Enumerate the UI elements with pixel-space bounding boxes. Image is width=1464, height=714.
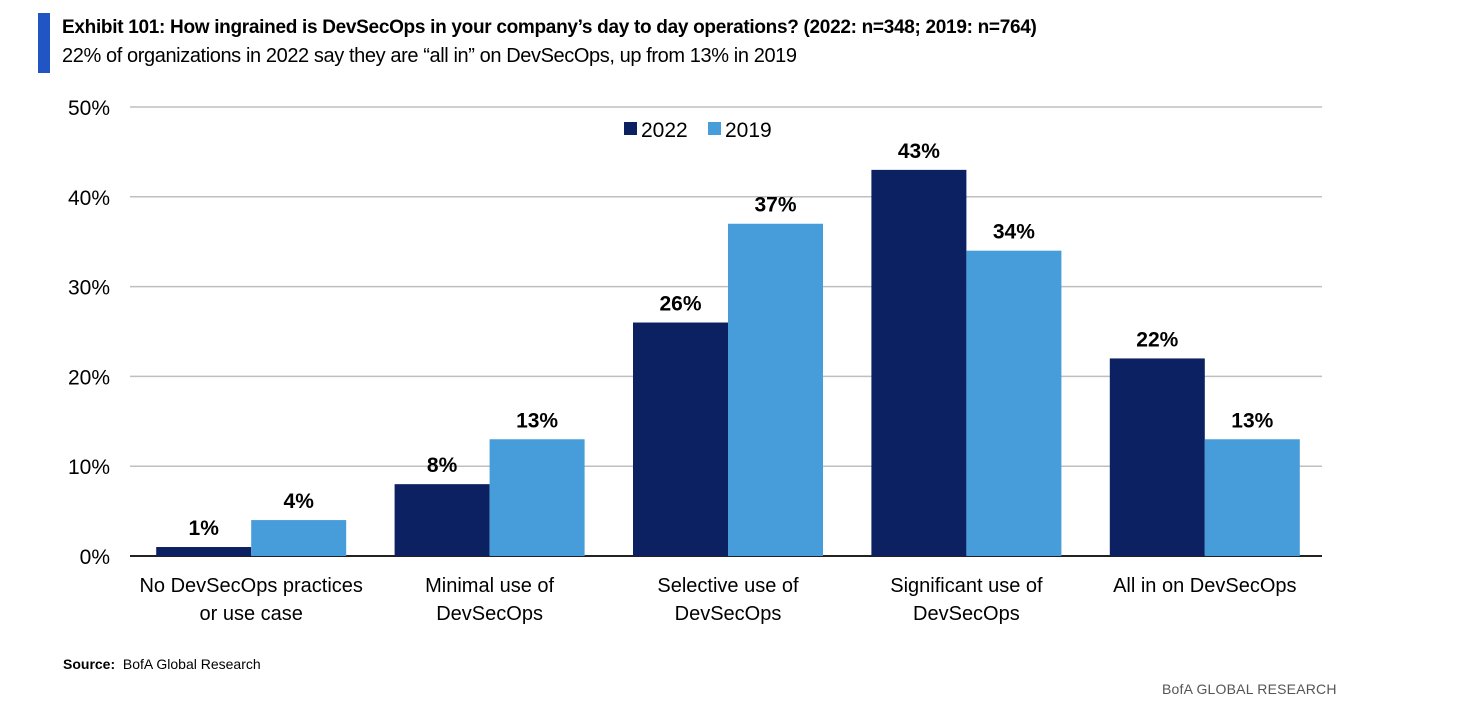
legend-swatch-2022: [624, 122, 637, 135]
bar-2019: [728, 223, 823, 557]
x-category-label: DevSecOps: [675, 603, 782, 625]
source-label: Source:: [63, 656, 116, 672]
y-tick-label: 40%: [68, 187, 110, 210]
source-note: Source: BofA Global Research: [63, 656, 261, 672]
bar-2022: [394, 484, 490, 556]
data-label: 8%: [427, 454, 458, 477]
bar-2022: [1109, 358, 1205, 556]
bar-2019: [966, 250, 1062, 556]
y-tick-label: 0%: [80, 546, 110, 569]
x-category-label: DevSecOps: [436, 603, 543, 625]
y-tick-label: 50%: [68, 97, 110, 120]
legend-label: 2022: [641, 119, 688, 142]
x-category-label: Significant use of: [890, 575, 1043, 597]
bar-2019: [251, 520, 347, 556]
bar-2022: [156, 547, 252, 556]
legend-swatch-2019: [708, 122, 721, 135]
bar-2019: [1204, 439, 1300, 556]
y-tick-label: 10%: [68, 456, 110, 479]
data-label: 26%: [659, 293, 701, 316]
legend-label: 2019: [725, 119, 772, 142]
data-label: 37%: [754, 194, 796, 217]
x-category-label: All in on DevSecOps: [1113, 575, 1296, 597]
title-accent-bar: [38, 13, 50, 73]
x-category-label: Minimal use of: [425, 575, 554, 597]
chart-subtitle: 22% of organizations in 2022 say they ar…: [62, 45, 797, 67]
y-tick-label: 30%: [68, 277, 110, 300]
source-text: BofA Global Research: [122, 656, 261, 672]
x-category-label: or use case: [200, 603, 303, 625]
data-label: 13%: [1231, 409, 1273, 432]
data-label: 4%: [284, 490, 315, 513]
data-label: 22%: [1136, 328, 1178, 351]
data-label: 1%: [189, 517, 220, 540]
bar-2022: [633, 322, 728, 556]
data-label: 13%: [516, 409, 558, 432]
y-tick-label: 20%: [68, 366, 110, 389]
x-category-label: DevSecOps: [913, 603, 1020, 625]
x-category-label: No DevSecOps practices: [139, 575, 362, 597]
chart-title: Exhibit 101: How ingrained is DevSecOps …: [62, 17, 1037, 38]
x-category-label: Selective use of: [657, 575, 799, 597]
bar-2019: [489, 439, 585, 556]
brand-footer: BofA GLOBAL RESEARCH: [1162, 681, 1337, 697]
data-label: 43%: [898, 140, 940, 163]
data-label: 34%: [993, 221, 1035, 244]
bar-2022: [871, 169, 967, 557]
